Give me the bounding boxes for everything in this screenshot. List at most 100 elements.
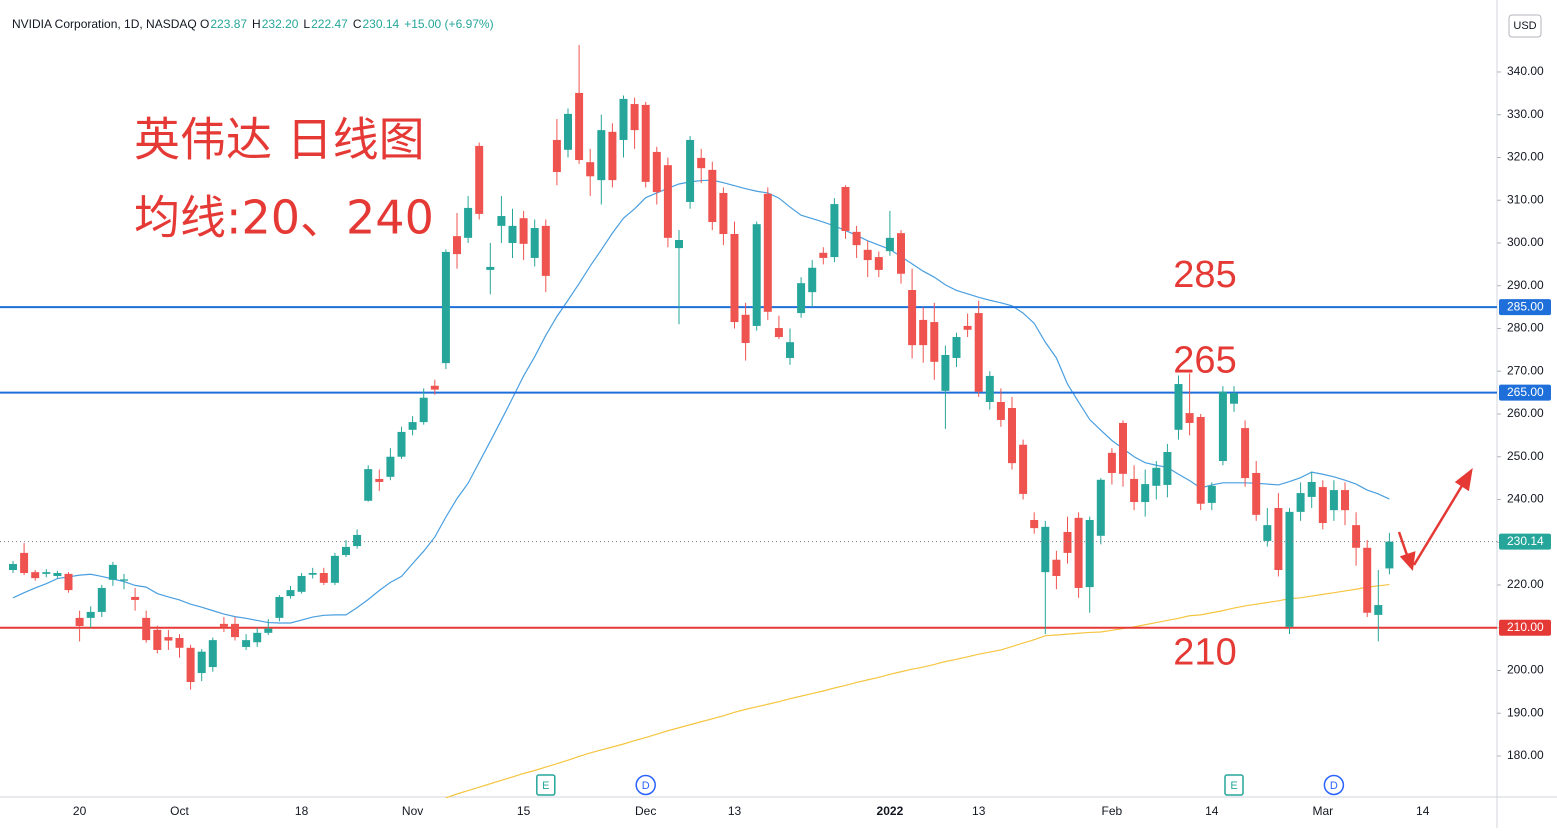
candle-body <box>1141 484 1150 503</box>
level-label-box <box>1499 619 1551 636</box>
candle-body <box>908 290 917 346</box>
arrow-line <box>1397 531 1410 559</box>
candle-body <box>575 92 584 161</box>
x-tick-label: 20 <box>73 804 87 818</box>
y-tick-label: 250.00 <box>1507 449 1544 463</box>
ohlc-key: H <box>252 17 261 31</box>
candle-body <box>763 193 772 312</box>
ohlc-key: C <box>353 17 362 31</box>
legend: NVIDIA Corporation, 1D, NASDAQ O 223.87 H 2… <box>12 17 494 31</box>
candle-body <box>264 628 273 633</box>
candle-body <box>353 534 362 547</box>
y-tick-label: 180.00 <box>1507 748 1544 762</box>
arrow-head <box>1454 468 1473 492</box>
candle-body <box>1196 416 1205 504</box>
ohlc-value: 222.47 <box>311 17 348 31</box>
candle-body <box>885 237 894 252</box>
candle-body <box>1352 525 1361 548</box>
candle-body <box>486 266 495 270</box>
candle-body <box>231 623 239 638</box>
candle-body <box>1363 547 1372 613</box>
candle-body <box>1263 525 1272 541</box>
candle-body <box>1385 541 1394 569</box>
y-tick-label: 290.00 <box>1507 278 1544 292</box>
x-tick-label: Mar <box>1312 804 1333 818</box>
candle-body <box>1030 519 1039 529</box>
candle-body <box>1307 481 1316 497</box>
candle-body <box>1019 444 1028 494</box>
candle-body <box>441 251 450 364</box>
plot-area <box>0 45 1497 799</box>
y-tick-label: 270.00 <box>1507 363 1544 377</box>
ohlc-value: 223.87 <box>210 17 247 31</box>
currency-button[interactable] <box>1508 14 1542 38</box>
candle-body <box>319 572 328 583</box>
candle-body <box>31 572 40 579</box>
candle-body <box>586 162 595 177</box>
candle-body <box>164 637 173 641</box>
candle-body <box>1041 526 1050 573</box>
candle-body <box>453 236 461 255</box>
candle-body <box>686 139 695 202</box>
currency[interactable]: USD <box>1513 20 1536 32</box>
candle-body <box>242 640 251 647</box>
candle-body <box>208 640 217 668</box>
y-tick-label: 320.00 <box>1507 150 1544 164</box>
candle-body <box>1052 559 1061 576</box>
y-tick-label: 280.00 <box>1507 321 1544 335</box>
candle-body <box>652 151 661 193</box>
event-marker <box>635 774 656 796</box>
candle-body <box>641 104 650 182</box>
change: +15.00 (+6.97%) <box>404 17 493 31</box>
candle-body <box>64 573 73 591</box>
candle-body <box>75 617 84 627</box>
x-tick-label: 15 <box>517 804 531 818</box>
candle-body <box>1241 428 1250 479</box>
candle-body <box>830 204 839 258</box>
candle-body <box>397 431 406 457</box>
candle-body <box>974 313 983 392</box>
candle-body <box>1274 508 1283 571</box>
event-label: E <box>542 780 549 792</box>
candle-body <box>153 629 162 650</box>
candle-body <box>508 225 517 243</box>
x-tick-label: 14 <box>1205 804 1219 818</box>
candle-body <box>275 596 284 618</box>
y-tick-label: 220.00 <box>1507 577 1544 591</box>
candle-body <box>897 233 905 274</box>
candle-body <box>1329 490 1338 511</box>
arrow-line <box>1412 483 1465 566</box>
y-tick-label: 310.00 <box>1507 192 1544 206</box>
candle-body <box>419 397 428 423</box>
candle-body <box>342 546 350 556</box>
candle-body <box>142 617 151 641</box>
x-tick-label: 18 <box>295 804 309 818</box>
candle-body <box>1163 452 1172 485</box>
event-marker <box>536 774 556 796</box>
candle-body <box>1152 467 1161 486</box>
last-price-box <box>1499 533 1551 550</box>
candle-body <box>42 572 51 574</box>
candle-body <box>330 555 339 583</box>
y-tick-label: 260.00 <box>1507 406 1544 420</box>
candle-body <box>774 328 783 338</box>
candle-body <box>996 402 1005 420</box>
candle-body <box>752 224 761 326</box>
candle-body <box>963 325 972 330</box>
level-label-box <box>1499 299 1551 316</box>
level-label: 210.00 <box>1507 620 1544 634</box>
candle-body <box>1174 384 1183 430</box>
candle-body <box>708 169 717 223</box>
candle-body <box>663 165 672 238</box>
candle-body <box>286 590 295 597</box>
candle-body <box>108 564 117 580</box>
level-annotation: 210 <box>1173 632 1236 674</box>
ohlc-value: 232.20 <box>262 17 299 31</box>
candle-body <box>619 98 628 140</box>
candle-body <box>1185 413 1194 423</box>
candle-body <box>1074 517 1083 588</box>
candle-body <box>608 131 617 181</box>
arrow <box>1397 468 1473 571</box>
candle-body <box>475 145 484 214</box>
